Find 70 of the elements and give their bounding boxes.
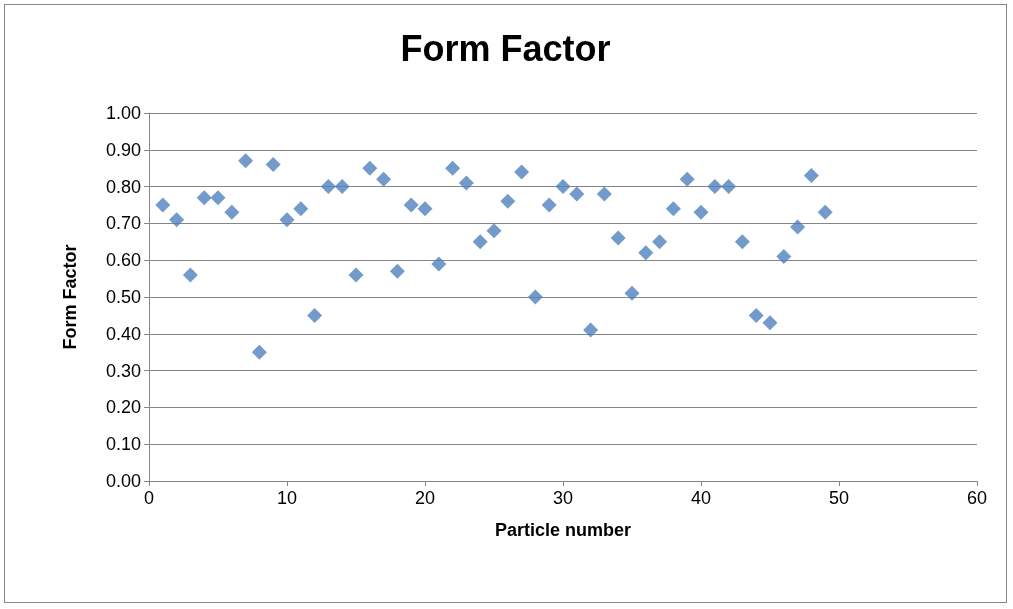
- point: [210, 190, 226, 206]
- point: [445, 160, 461, 176]
- point: [541, 197, 557, 213]
- y-tick-label: 0.30: [105, 360, 141, 381]
- point: [721, 179, 737, 195]
- y-tick-label: 0.10: [105, 434, 141, 455]
- point: [665, 201, 681, 217]
- point: [431, 256, 447, 272]
- point: [320, 179, 336, 195]
- y-tick-label: 0.60: [105, 250, 141, 271]
- point: [169, 212, 185, 228]
- point: [555, 179, 571, 195]
- y-tick-label: 0.80: [105, 176, 141, 197]
- point: [610, 230, 626, 246]
- point: [638, 245, 654, 261]
- point: [155, 197, 171, 213]
- point: [293, 201, 309, 217]
- x-tick-label: 20: [414, 488, 436, 508]
- point: [196, 190, 212, 206]
- y-tick-label: 0.90: [105, 139, 141, 160]
- point: [486, 223, 502, 239]
- point: [707, 179, 723, 195]
- point: [679, 171, 695, 187]
- y-tick-label: 0.50: [105, 287, 141, 307]
- point: [224, 204, 240, 220]
- point: [762, 315, 778, 331]
- point: [251, 344, 267, 360]
- chart-title: Form Factor: [400, 27, 611, 69]
- point: [790, 219, 806, 235]
- point: [652, 234, 668, 250]
- point: [734, 234, 750, 250]
- x-tick-label: 40: [690, 488, 712, 508]
- point: [376, 171, 392, 187]
- point: [458, 175, 474, 191]
- point: [182, 267, 198, 283]
- y-axis-title: Form Factor: [60, 244, 80, 350]
- y-tick-label: 0.70: [105, 213, 141, 234]
- point: [389, 263, 405, 279]
- x-tick-label: 60: [966, 488, 988, 508]
- point: [514, 164, 530, 180]
- y-tick-label: 0.20: [105, 397, 141, 418]
- point: [776, 249, 792, 265]
- point: [265, 157, 281, 173]
- point: [527, 289, 543, 305]
- x-tick-label: 50: [828, 488, 850, 508]
- point: [583, 322, 599, 338]
- point: [817, 204, 833, 220]
- point: [803, 168, 819, 184]
- x-tick-label: 30: [552, 488, 574, 508]
- point: [307, 307, 323, 323]
- x-axis-title: Particle number: [494, 520, 632, 540]
- point: [238, 153, 254, 169]
- x-tick-label: 0: [143, 488, 155, 508]
- point: [596, 186, 612, 202]
- point: [693, 204, 709, 220]
- y-tick-label: 1.00: [105, 103, 141, 123]
- point: [500, 193, 516, 209]
- y-tick-label: 0.00: [105, 471, 141, 491]
- x-tick-label: 10: [276, 488, 298, 508]
- y-tick-label: 0.40: [105, 323, 141, 344]
- point: [624, 285, 640, 301]
- point: [569, 186, 585, 202]
- point: [748, 307, 764, 323]
- point: [279, 212, 295, 228]
- point: [403, 197, 419, 213]
- point: [417, 201, 433, 217]
- point: [362, 160, 378, 176]
- point: [472, 234, 488, 250]
- point: [334, 179, 350, 195]
- point: [348, 267, 364, 283]
